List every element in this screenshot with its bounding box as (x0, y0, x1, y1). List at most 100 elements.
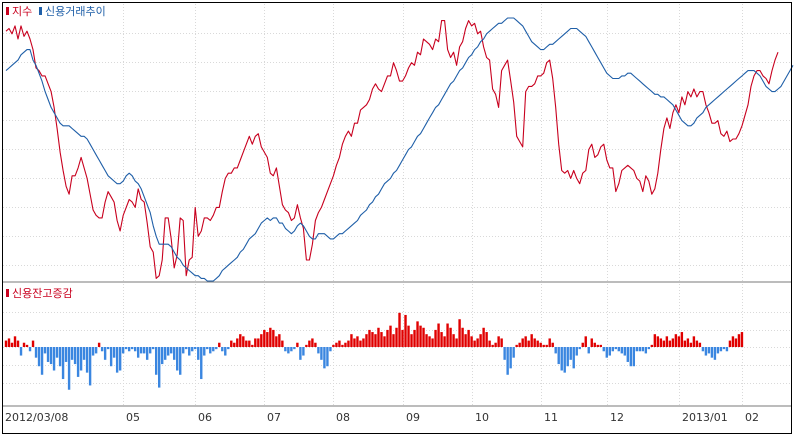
bar-positive (542, 344, 545, 347)
bar-negative (191, 347, 194, 352)
bar-negative (299, 347, 302, 360)
bar-negative (287, 347, 290, 354)
bar-positive (404, 314, 407, 347)
bar-negative (34, 347, 38, 358)
bar-negative (602, 347, 605, 352)
bar-positive (419, 325, 422, 347)
bar-negative (710, 347, 714, 358)
bar-positive (31, 340, 35, 347)
bar-negative (707, 347, 711, 354)
bar-positive (308, 340, 311, 347)
bar-positive (305, 344, 308, 347)
series-line-index (5, 20, 779, 279)
bar-positive (218, 342, 221, 347)
bar-positive (332, 344, 335, 347)
bar-positive (233, 342, 236, 347)
bar-negative (130, 347, 134, 350)
legend-swatch-index (6, 7, 9, 15)
bar-negative (179, 347, 182, 375)
bar-positive (521, 338, 524, 347)
x-tick-label: 11 (544, 411, 558, 424)
bar-positive (254, 338, 257, 347)
bar-negative (52, 347, 56, 371)
bar-positive (260, 334, 263, 347)
bar-negative (118, 347, 122, 371)
bar-positive (422, 327, 425, 347)
bar-negative (323, 347, 326, 369)
bar-positive (263, 329, 266, 347)
bar-positive (659, 338, 663, 347)
series-line-credit (5, 17, 794, 282)
bar-positive (527, 340, 530, 347)
bottom-legend: 신용잔고증감 (6, 287, 73, 300)
bar-positive (524, 336, 527, 347)
bar-positive (734, 338, 738, 347)
bar-negative (569, 347, 572, 360)
bar-positive (692, 336, 696, 347)
bar-positive (668, 340, 672, 347)
bar-negative (725, 347, 729, 352)
top-panel-lines (5, 17, 794, 282)
bar-negative (76, 347, 80, 377)
bar-positive (362, 338, 365, 347)
bar-negative (647, 347, 651, 350)
bar-negative (713, 347, 717, 360)
bar-negative (142, 347, 146, 354)
bar-negative (629, 347, 633, 367)
bar-positive (374, 334, 377, 347)
bar-positive (311, 338, 314, 347)
bar-positive (680, 332, 684, 347)
bar-negative (124, 347, 128, 350)
bar-negative (632, 347, 636, 367)
bar-positive (16, 340, 20, 347)
bar-negative (176, 347, 179, 371)
bar-negative (46, 347, 50, 362)
chart-frame (2, 2, 792, 434)
bar-positive (359, 340, 362, 347)
bar-negative (284, 347, 287, 352)
bar-positive (671, 338, 675, 347)
bar-negative (85, 347, 89, 373)
bar-negative (701, 347, 705, 352)
bar-negative (302, 347, 305, 356)
bar-negative (587, 347, 590, 354)
bar-negative (145, 347, 149, 360)
bar-positive (590, 338, 593, 347)
bar-positive (539, 342, 542, 347)
bar-negative (70, 347, 74, 360)
bar-negative (716, 347, 720, 354)
legend-swatch-balance (6, 289, 9, 297)
bar-positive (269, 327, 272, 347)
bar-positive (251, 344, 254, 347)
bar-positive (482, 327, 485, 347)
bar-negative (563, 347, 566, 373)
bar-positive (401, 329, 404, 347)
legend-label-index: 지수 (12, 5, 32, 18)
bar-negative (185, 347, 188, 350)
bar-positive (593, 342, 596, 347)
bar-negative (100, 347, 104, 352)
bar-positive (485, 332, 488, 347)
bar-negative (722, 347, 726, 350)
bar-positive (275, 336, 278, 347)
bar-positive (392, 334, 395, 347)
bar-negative (49, 347, 53, 365)
x-tick-label: 10 (475, 411, 489, 424)
bar-negative (58, 347, 62, 367)
bar-positive (551, 342, 554, 347)
x-tick-label: 2013/01 (682, 411, 728, 424)
bar-negative (623, 347, 626, 356)
bar-positive (248, 340, 251, 347)
bar-positive (656, 336, 660, 347)
bar-negative (644, 347, 648, 354)
bar-positive (695, 340, 699, 347)
bar-positive (662, 340, 666, 347)
bar-positive (22, 342, 26, 347)
bar-negative (575, 347, 578, 356)
bar-negative (167, 347, 170, 356)
bar-negative (164, 347, 167, 360)
top-panel-grid (3, 4, 791, 281)
bar-positive (239, 334, 242, 347)
